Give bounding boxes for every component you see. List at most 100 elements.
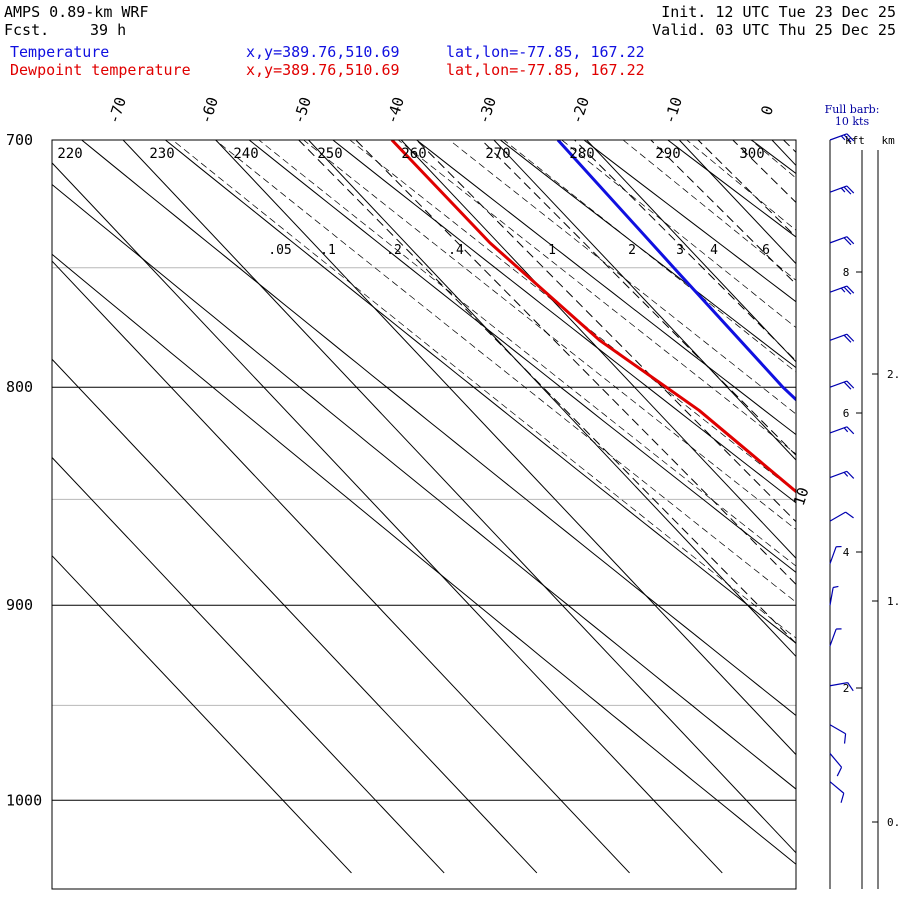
wind-barb [829,185,855,195]
dry-adiabat-line [499,140,796,369]
km-unit-label: km [881,134,895,147]
moist-adiabat-line [349,140,796,493]
wind-barb [829,426,855,435]
barb-staff [829,426,848,434]
init-time: Init. 12 UTC Tue 23 Dec 25 [661,3,896,21]
mixing-ratio-label: .05 [268,243,291,258]
mixing-ratio-label: 4 [710,243,718,258]
moist-adiabat-line [686,140,796,231]
pressure-tick-label: 800 [6,378,33,396]
dry-adiabat-label: 270 [485,146,510,162]
moist-adiabat-line [397,140,796,455]
barb-staff [829,724,846,735]
barb-full [846,470,855,479]
barb-full [843,237,852,246]
barb-full [846,333,855,342]
barb-note: Full barb: 10 kts [812,104,892,128]
isotherm-line [52,260,630,874]
isotherm-line [493,140,796,461]
dry-adiabat-label: 230 [149,146,174,162]
dry-adiabat-label: 280 [569,146,594,162]
mixing-ratio-line [355,140,796,586]
mixing-ratio-label: .4 [448,243,464,258]
isotherm-label: -20 [567,95,592,126]
barb-full [846,380,855,389]
isotherm-label: -60 [196,95,221,126]
dry-adiabat-line [835,140,900,873]
isotherm-line [865,140,900,873]
dry-adiabat-line [332,140,796,504]
height-axes: 2 4 6 8 0. 1. 2. [843,150,900,889]
barb-full [846,285,855,294]
isotherm-line [52,162,723,874]
barb-half [843,471,849,477]
isotherm-side-label: 10 [790,485,813,508]
barb-note-line2: 10 kts [834,115,870,128]
barb-half [843,427,849,433]
isotherm-label: -40 [382,95,407,126]
plot-frame [51,139,797,890]
barb-full [846,426,855,435]
dry-adiabat-line [416,140,796,436]
model-title: AMPS 0.89-km WRF [4,3,149,21]
barb-staff [829,628,837,647]
barb-full [843,186,852,195]
isotherm-line [52,358,538,874]
barb-staff [829,546,837,564]
barb-staff [829,587,834,606]
legend-temperature-name: Temperature [10,43,110,61]
isotherm-label: 0 [757,103,777,117]
mixing-ratio-line [416,140,796,523]
dry-adiabat-line [52,253,796,865]
moist-adiabat-line [503,140,796,373]
kft-tick-label: 8 [843,266,850,279]
barb-full [840,793,845,803]
isotherm-line [215,140,796,756]
sounding-profiles [390,140,796,494]
barb-full [843,381,852,390]
isotherm-lines [52,140,900,874]
legend-dewpoint-xy: x,y=389.76,510.69 [246,61,400,79]
barb-half [836,628,842,630]
wind-barb [829,545,842,564]
barb-staff [829,470,848,479]
wind-barb [829,236,855,246]
barb-half [840,287,846,293]
mixing-ratio-label: .2 [386,243,402,258]
isotherm-line [771,140,796,167]
isotherm-line [52,456,445,874]
wind-barb [829,724,847,744]
dry-adiabat-lines [52,113,900,873]
dry-adiabat-line [667,140,796,238]
forecast-label: Fcst. [4,21,50,39]
barb-staff [829,753,843,768]
wind-barb [829,511,854,522]
dry-adiabat-label: 250 [317,146,342,162]
moist-adiabat-line [845,113,900,873]
barb-full [846,236,855,245]
isotherm-line [678,140,796,265]
header: AMPS 0.89-km WRF Fcst. 39 h Init. 12 UTC… [0,0,900,95]
wind-barb [829,585,839,606]
kft-unit-label: kft [845,134,865,147]
forecast-hours: 39 h [90,21,127,39]
moist-adiabat-line [303,140,796,530]
dry-adiabat-label: 220 [57,146,82,162]
isotherm-line [586,140,796,363]
mixing-ratio-label: 1 [548,243,556,258]
isotherm-line [308,140,796,658]
isotherm-label: -50 [289,95,314,126]
valid-time: Valid. 03 UTC Thu 25 Dec 25 [652,21,896,39]
wind-barb [829,753,843,777]
barb-full [847,682,854,692]
isotherm-line [400,140,796,559]
barb-full [845,511,854,519]
mixing-ratio-label: .1 [320,243,336,258]
barb-half [836,545,842,548]
kft-tick-label: 2 [843,682,850,695]
isotherm-label: -70 [104,95,129,126]
barb-full [836,766,843,777]
km-tick-label: 0. [887,816,900,829]
moist-adiabat-line [561,140,796,329]
